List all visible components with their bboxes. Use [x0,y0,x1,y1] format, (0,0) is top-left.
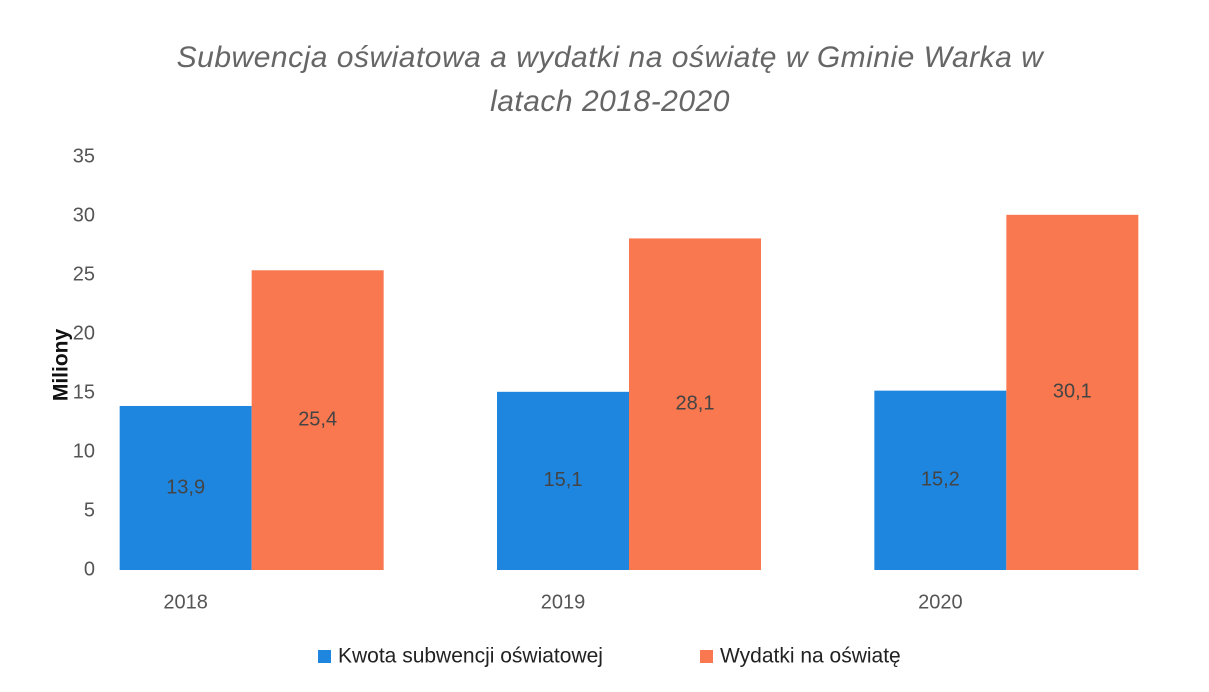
y-tick-label: 15 [73,381,95,403]
bar [497,391,629,570]
y-tick-label: 0 [84,558,95,580]
y-tick-label: 30 [73,204,95,226]
bar [1006,214,1139,570]
data-label: 30,1 [1053,381,1092,403]
legend-label: Wydatki na oświatę [720,645,901,668]
y-tick-label: 10 [73,440,95,462]
y-axis-label: Miliony [50,329,73,402]
data-label: 25,4 [298,408,337,430]
bar [251,270,384,570]
legend-swatch [700,650,713,663]
y-tick-label: 35 [73,145,95,167]
y-tick-label: 20 [73,322,95,344]
data-label: 15,1 [544,469,583,491]
legend-swatch [318,650,331,663]
legend-label: Kwota subwencji oświatowej [338,645,603,668]
x-tick-label: 2018 [163,591,208,613]
data-label: 13,9 [166,476,205,498]
x-tick-label: 2019 [541,591,586,613]
bar [119,405,252,570]
x-tick-label: 2020 [918,591,963,613]
bar [629,238,761,571]
data-label: 15,2 [921,469,960,491]
data-label: 28,1 [676,392,715,414]
y-tick-label: 5 [84,499,95,521]
chart-title: Subwencja oświatowa a wydatki na oświatę… [176,41,1044,118]
y-tick-label: 25 [73,263,95,285]
bar [874,390,1007,570]
